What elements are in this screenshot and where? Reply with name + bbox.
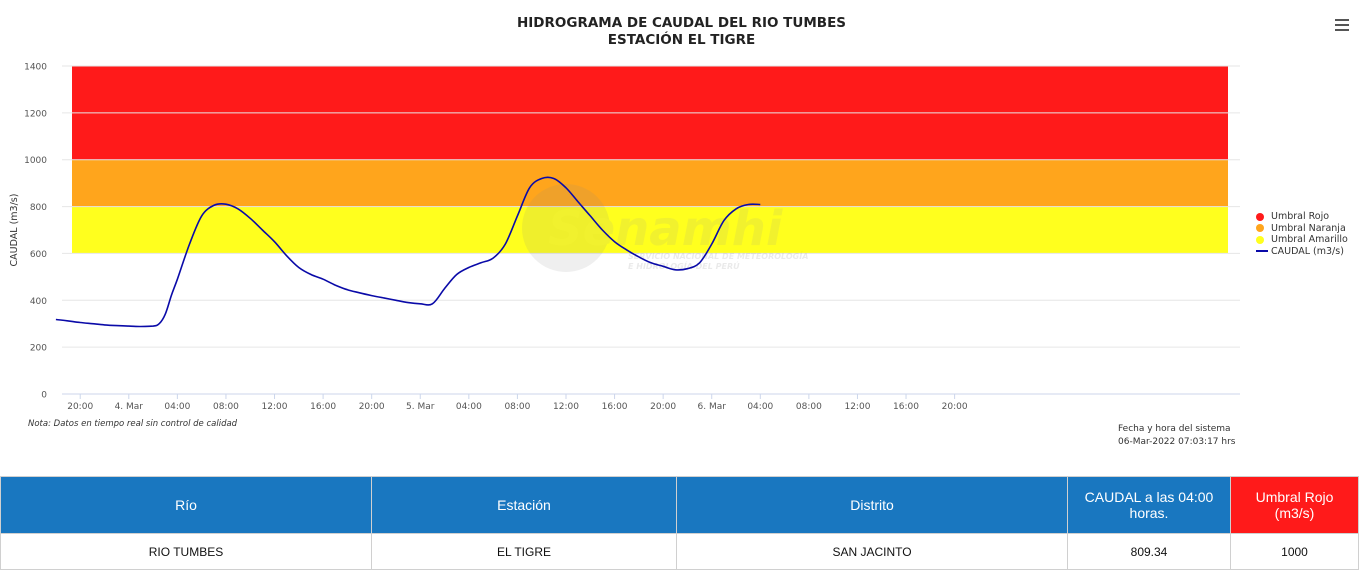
senamhi-watermark: Senamhi SERVICIO NACIONAL DE METEOROLOGÍ… (522, 184, 808, 272)
chart-area: Senamhi SERVICIO NACIONAL DE METEOROLOGÍ… (9, 15, 1349, 447)
header-distrito: Distrito (676, 476, 1068, 534)
y-tick-label: 600 (30, 250, 47, 260)
x-tick-label: 20:00 (359, 402, 385, 412)
legend-item-umbral-amarillo[interactable]: Umbral Amarillo (1256, 234, 1348, 246)
x-tick-label: 08:00 (213, 402, 239, 412)
x-tick-label: 16:00 (310, 402, 336, 412)
x-tick-label: 04:00 (456, 402, 482, 412)
legend-label: Umbral Naranja (1271, 222, 1346, 234)
series-line-caudal (55, 176, 761, 328)
watermark-line1: SERVICIO NACIONAL DE METEOROLOGÍA (628, 250, 808, 261)
x-tick-label: 12:00 (553, 402, 579, 412)
legend-item-umbral-naranja[interactable]: Umbral Naranja (1256, 223, 1348, 235)
watermark-line2: E HIDROLOGÍA DEL PERÚ (628, 260, 740, 271)
header-rio: Río (0, 476, 372, 534)
line-series-icon (1256, 250, 1268, 253)
cell-distrito: SAN JACINTO (676, 533, 1068, 570)
yellow-dot-icon (1256, 235, 1264, 244)
header-umbral-rojo: Umbral Rojo (m3/s) (1230, 476, 1359, 534)
x-tick-label: 20:00 (942, 402, 968, 412)
x-tick-label: 5. Mar (406, 402, 435, 412)
y-tick-label: 200 (30, 344, 47, 354)
cell-estacion: EL TIGRE (371, 533, 677, 570)
y-tick-label: 1400 (24, 63, 47, 73)
x-tick-label: 04:00 (747, 402, 773, 412)
system-datetime-label: Fecha y hora del sistema (1118, 424, 1231, 434)
x-tick-label: 08:00 (796, 402, 822, 412)
y-tick-label: 800 (30, 203, 47, 213)
orange-dot-icon (1256, 224, 1264, 233)
red-dot-icon (1256, 212, 1264, 221)
legend-label: Umbral Rojo (1271, 211, 1330, 222)
band-umbral-naranja (72, 159, 1228, 207)
flow-summary-table: Río Estación Distrito CAUDAL a las 04:00… (0, 476, 1359, 570)
y-tick-label: 400 (30, 297, 47, 307)
y-tick-label: 1000 (24, 156, 47, 166)
series-layer (55, 176, 761, 328)
cell-caudal: 809.34 (1067, 533, 1231, 570)
cell-rio: RIO TUMBES (0, 533, 372, 570)
watermark-brand: Senamhi (548, 201, 783, 257)
hydrograph-chart: Senamhi SERVICIO NACIONAL DE METEOROLOGÍ… (9, 63, 1240, 413)
x-tick-label: 08:00 (504, 402, 530, 412)
header-estacion: Estación (371, 476, 677, 534)
x-tick-label: 04:00 (164, 402, 190, 412)
system-datetime-value: 06-Mar-2022 07:03:17 hrs (1118, 437, 1236, 447)
legend-item-umbral-rojo[interactable]: Umbral Rojo (1256, 211, 1348, 223)
chart-subtitle: ESTACIÓN EL TIGRE (607, 32, 756, 48)
x-tick-label: 4. Mar (115, 402, 144, 412)
chart-title: HIDROGRAMA DE CAUDAL DEL RIO TUMBES (516, 15, 847, 31)
x-tick-label: 20:00 (67, 402, 93, 412)
header-caudal: CAUDAL a las 04:00 horas. (1067, 476, 1231, 534)
table-row: RIO TUMBES EL TIGRE SAN JACINTO 809.34 1… (0, 533, 1359, 570)
x-tick-label: 12:00 (844, 402, 870, 412)
axes: 0 200 400 600 800 1000 1200 1400 20:00 4. Mar 04:0… (24, 63, 968, 413)
legend-item-caudal[interactable]: CAUDAL (m3/s) (1256, 246, 1348, 258)
band-umbral-amarillo (72, 206, 1228, 254)
quality-note: Nota: Datos en tiempo real sin control d… (28, 419, 238, 429)
x-tick-label: 16:00 (602, 402, 628, 412)
y-axis-title: CAUDAL (m3/s) (9, 194, 20, 267)
x-tick-label: 12:00 (262, 402, 288, 412)
cell-umbral-rojo: 1000 (1230, 533, 1359, 570)
x-tick-label: 16:00 (893, 402, 919, 412)
grid-lines (62, 65, 1240, 395)
y-tick-label: 0 (41, 391, 47, 401)
chart-legend: Umbral Rojo Umbral Naranja Umbral Amaril… (1256, 211, 1348, 257)
legend-label: CAUDAL (m3/s) (1271, 245, 1344, 257)
x-tick-label: 20:00 (650, 402, 676, 412)
table-header-row: Río Estación Distrito CAUDAL a las 04:00… (0, 476, 1359, 534)
x-tick-label: 6. Mar (698, 402, 727, 412)
legend-label: Umbral Amarillo (1271, 234, 1348, 245)
y-tick-label: 1200 (24, 109, 47, 119)
hamburger-menu-icon[interactable] (1335, 19, 1349, 33)
